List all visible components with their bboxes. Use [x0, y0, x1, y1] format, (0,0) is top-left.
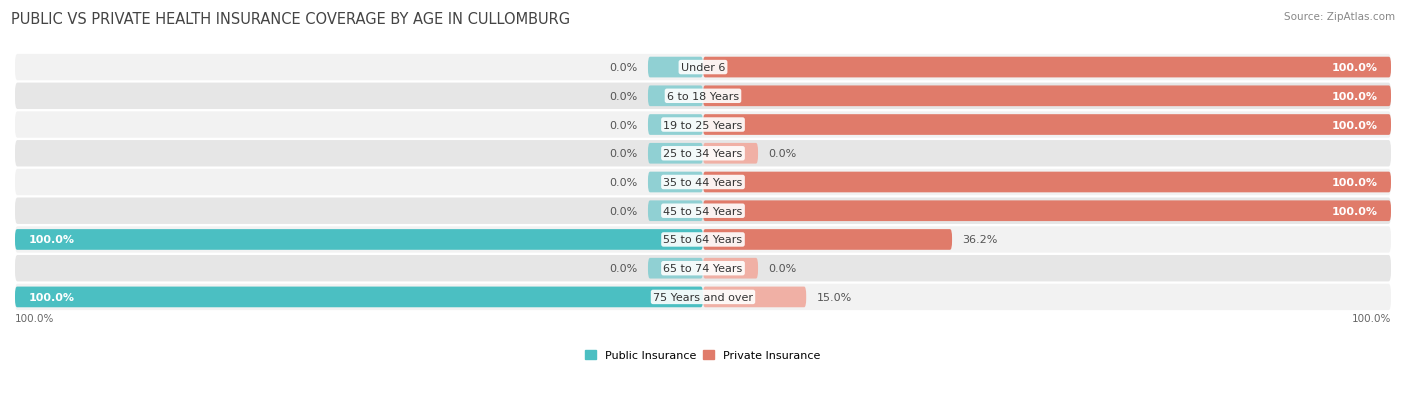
- Text: 15.0%: 15.0%: [817, 292, 852, 302]
- Text: 0.0%: 0.0%: [609, 92, 638, 102]
- FancyBboxPatch shape: [703, 201, 1391, 221]
- FancyBboxPatch shape: [15, 198, 1391, 224]
- FancyBboxPatch shape: [15, 287, 703, 308]
- Text: 0.0%: 0.0%: [609, 120, 638, 130]
- Text: 100.0%: 100.0%: [1331, 92, 1378, 102]
- FancyBboxPatch shape: [648, 115, 703, 135]
- Text: 100.0%: 100.0%: [1351, 313, 1391, 323]
- FancyBboxPatch shape: [15, 169, 1391, 196]
- FancyBboxPatch shape: [648, 144, 703, 164]
- FancyBboxPatch shape: [648, 86, 703, 107]
- Text: 100.0%: 100.0%: [28, 235, 75, 245]
- FancyBboxPatch shape: [648, 172, 703, 193]
- Text: PUBLIC VS PRIVATE HEALTH INSURANCE COVERAGE BY AGE IN CULLOMBURG: PUBLIC VS PRIVATE HEALTH INSURANCE COVER…: [11, 12, 571, 27]
- FancyBboxPatch shape: [15, 112, 1391, 138]
- Text: 19 to 25 Years: 19 to 25 Years: [664, 120, 742, 130]
- Text: Under 6: Under 6: [681, 63, 725, 73]
- FancyBboxPatch shape: [648, 258, 703, 279]
- FancyBboxPatch shape: [648, 57, 703, 78]
- Text: 100.0%: 100.0%: [1331, 120, 1378, 130]
- Text: 100.0%: 100.0%: [1331, 206, 1378, 216]
- FancyBboxPatch shape: [703, 115, 1391, 135]
- Text: 0.0%: 0.0%: [609, 206, 638, 216]
- Text: 45 to 54 Years: 45 to 54 Years: [664, 206, 742, 216]
- FancyBboxPatch shape: [15, 230, 703, 250]
- Text: 0.0%: 0.0%: [609, 263, 638, 273]
- Text: 55 to 64 Years: 55 to 64 Years: [664, 235, 742, 245]
- FancyBboxPatch shape: [703, 258, 758, 279]
- FancyBboxPatch shape: [703, 172, 1391, 193]
- Text: 35 to 44 Years: 35 to 44 Years: [664, 178, 742, 188]
- FancyBboxPatch shape: [703, 86, 1391, 107]
- FancyBboxPatch shape: [703, 57, 1391, 78]
- Text: Source: ZipAtlas.com: Source: ZipAtlas.com: [1284, 12, 1395, 22]
- Text: 0.0%: 0.0%: [609, 178, 638, 188]
- Text: 25 to 34 Years: 25 to 34 Years: [664, 149, 742, 159]
- Text: 0.0%: 0.0%: [768, 149, 797, 159]
- FancyBboxPatch shape: [15, 141, 1391, 167]
- Text: 0.0%: 0.0%: [768, 263, 797, 273]
- FancyBboxPatch shape: [15, 55, 1391, 81]
- FancyBboxPatch shape: [15, 227, 1391, 253]
- FancyBboxPatch shape: [15, 255, 1391, 282]
- FancyBboxPatch shape: [703, 144, 758, 164]
- FancyBboxPatch shape: [15, 83, 1391, 110]
- FancyBboxPatch shape: [703, 287, 806, 308]
- Text: 65 to 74 Years: 65 to 74 Years: [664, 263, 742, 273]
- FancyBboxPatch shape: [703, 230, 952, 250]
- Text: 36.2%: 36.2%: [962, 235, 998, 245]
- FancyBboxPatch shape: [648, 201, 703, 221]
- Text: 100.0%: 100.0%: [28, 292, 75, 302]
- Legend: Public Insurance, Private Insurance: Public Insurance, Private Insurance: [581, 346, 825, 365]
- Text: 6 to 18 Years: 6 to 18 Years: [666, 92, 740, 102]
- Text: 100.0%: 100.0%: [1331, 63, 1378, 73]
- FancyBboxPatch shape: [15, 284, 1391, 311]
- Text: 75 Years and over: 75 Years and over: [652, 292, 754, 302]
- Text: 100.0%: 100.0%: [1331, 178, 1378, 188]
- Text: 0.0%: 0.0%: [609, 149, 638, 159]
- Text: 100.0%: 100.0%: [15, 313, 55, 323]
- Text: 0.0%: 0.0%: [609, 63, 638, 73]
